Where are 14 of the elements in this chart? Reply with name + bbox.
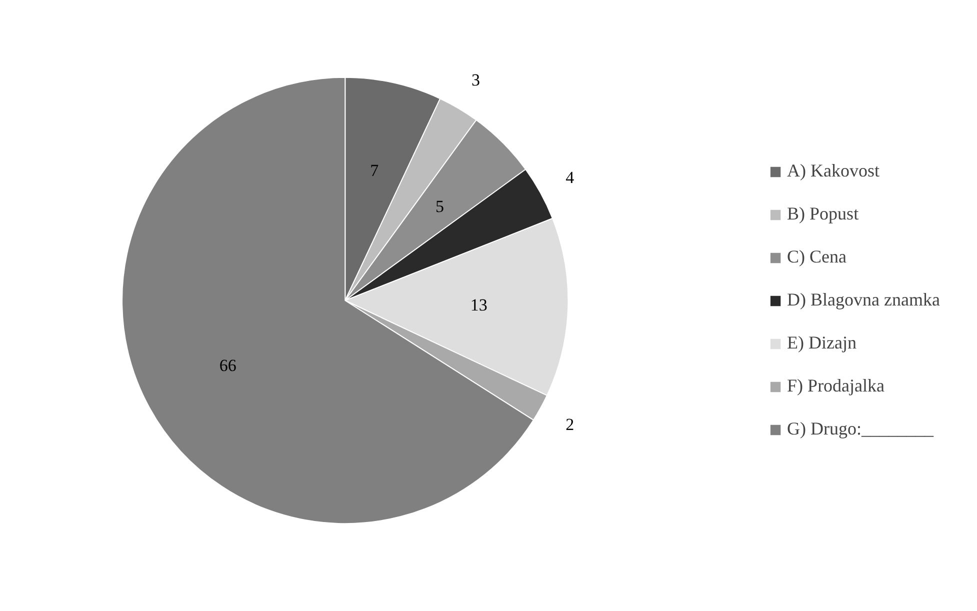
data-label: 66	[219, 356, 236, 375]
data-label: 13	[470, 296, 488, 315]
legend-label: B) Popust	[787, 204, 859, 224]
legend-label: E) Dizajn	[787, 332, 857, 354]
legend-label: F) Prodajalka	[787, 376, 885, 396]
legend-label: D) Blagovna znamka	[787, 290, 940, 310]
legend-label: A) Kakovost	[787, 160, 880, 182]
data-label: 2	[566, 415, 574, 434]
legend-label: G) Drugo:________	[787, 418, 934, 440]
data-label: 3	[471, 70, 480, 90]
data-label: 7	[370, 160, 380, 180]
data-label: 5	[436, 196, 444, 216]
data-label: 4	[566, 168, 575, 187]
legend-label: C) Cena	[787, 246, 847, 268]
